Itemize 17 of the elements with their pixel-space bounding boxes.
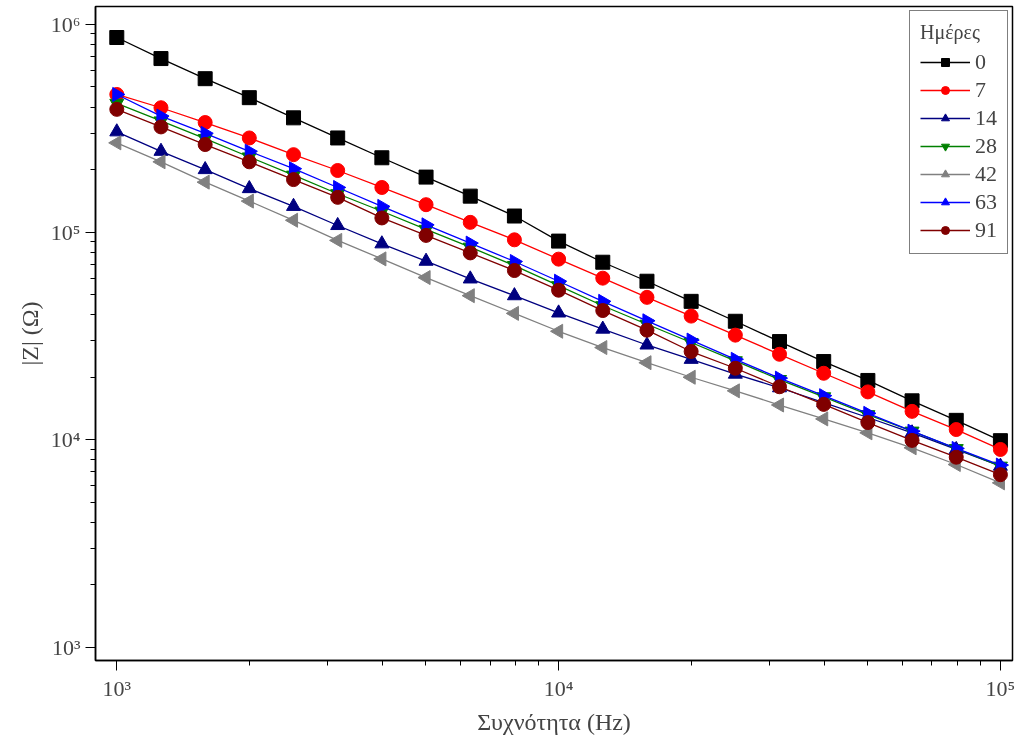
x-tick-label: 10⁴ bbox=[543, 675, 574, 701]
legend-title: Ημέρες bbox=[920, 21, 981, 44]
legend-label: 63 bbox=[975, 189, 997, 215]
legend-label: 28 bbox=[975, 133, 997, 159]
legend-label: 0 bbox=[975, 49, 987, 75]
y-tick-label: 10³ bbox=[51, 634, 81, 660]
legend-label: 7 bbox=[975, 77, 987, 103]
legend-label: 14 bbox=[975, 105, 997, 131]
legend-label: 42 bbox=[975, 161, 997, 187]
x-tick-label: 10⁵ bbox=[985, 675, 1016, 701]
y-tick-label: 10⁵ bbox=[50, 219, 81, 245]
x-tick-label: 10³ bbox=[102, 675, 132, 701]
y-tick-label: 10⁴ bbox=[50, 427, 81, 453]
y-tick-label: 10⁶ bbox=[50, 11, 81, 37]
legend-label: 91 bbox=[975, 217, 997, 243]
x-axis-title: Συχνότητα (Hz) bbox=[477, 708, 631, 735]
y-axis-title: |Z| (Ω) bbox=[16, 301, 43, 366]
